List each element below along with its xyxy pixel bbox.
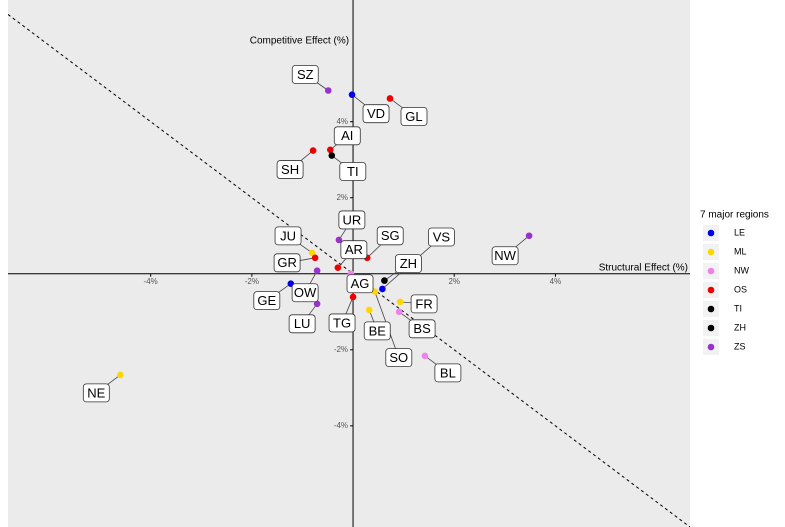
point <box>395 308 403 316</box>
label-box <box>253 291 281 311</box>
point-label: JU <box>280 228 296 243</box>
point-label: VS <box>433 229 451 244</box>
point <box>379 285 386 293</box>
label-box <box>385 348 413 368</box>
label-box <box>346 274 374 294</box>
point-label: AG <box>351 276 370 291</box>
y-tick-label: -2% <box>334 345 348 354</box>
label-box <box>400 107 428 126</box>
legend-marker <box>707 229 715 237</box>
legend-label: ZH <box>734 322 746 332</box>
label-box <box>291 283 319 303</box>
label-box <box>491 246 519 266</box>
point-label: UR <box>342 212 361 227</box>
label-box <box>333 126 361 146</box>
point-label: BE <box>369 323 387 338</box>
point <box>334 264 342 271</box>
label-box <box>434 363 462 383</box>
point-label: GR <box>277 255 297 270</box>
y-tick-label: 4% <box>336 117 348 126</box>
point <box>313 300 321 308</box>
x-tick-label: 2% <box>448 277 460 286</box>
point-label: LU <box>294 316 311 331</box>
point-label: BS <box>413 321 431 336</box>
reference-line <box>8 14 690 527</box>
label-box <box>376 226 404 246</box>
legend-label: TI <box>734 303 742 313</box>
y-tick-label: -4% <box>334 421 348 430</box>
point <box>335 236 343 244</box>
point <box>324 87 332 94</box>
legend-label: ZS <box>734 341 746 351</box>
label-box <box>395 254 422 274</box>
point-label: VD <box>367 106 385 121</box>
point-label: OW <box>294 285 317 300</box>
point-label: NE <box>87 385 105 400</box>
plot-panel <box>8 0 690 527</box>
point <box>313 267 321 275</box>
label-box <box>288 314 316 334</box>
label-box <box>339 162 367 181</box>
point-label: TG <box>333 315 351 330</box>
label-box <box>410 294 438 314</box>
point <box>525 232 533 240</box>
point-label: BL <box>440 365 456 380</box>
point-label: AI <box>341 128 353 143</box>
point-label: NW <box>494 248 516 263</box>
x-tick-label: -2% <box>245 277 259 286</box>
x-tick-label: 4% <box>550 277 562 286</box>
point <box>328 152 336 159</box>
legend-label: OS <box>734 284 747 294</box>
point-label: SH <box>281 162 299 177</box>
point-label: GL <box>405 109 422 124</box>
legend-label: LE <box>734 227 745 237</box>
point <box>308 249 316 257</box>
label-box <box>338 210 366 230</box>
point <box>349 293 357 301</box>
label-box <box>408 319 436 339</box>
label-box <box>291 65 319 84</box>
label-box <box>363 321 391 341</box>
x-tick-label: -4% <box>144 277 158 286</box>
legend-marker <box>707 324 715 332</box>
legend-marker <box>707 343 715 351</box>
point <box>381 277 388 284</box>
legend-marker <box>707 248 715 256</box>
legend-marker <box>707 286 715 294</box>
label-box <box>276 160 304 179</box>
legend-label: ML <box>734 246 747 256</box>
label-box <box>328 313 356 333</box>
label-box <box>362 104 390 124</box>
point <box>311 254 319 262</box>
point-label: SG <box>381 228 400 243</box>
point-label: TI <box>347 164 359 179</box>
point <box>326 146 334 154</box>
legend-marker <box>707 305 715 313</box>
label-box <box>273 253 301 273</box>
point-label: ZH <box>400 256 417 271</box>
point <box>117 371 124 379</box>
point-label: SZ <box>297 67 314 82</box>
point <box>365 306 373 314</box>
y-axis-title: Competitive Effect (%) <box>250 36 349 47</box>
y-tick-label: 2% <box>336 193 348 202</box>
point <box>348 91 356 98</box>
legend-label: NW <box>734 265 749 275</box>
point <box>421 352 429 360</box>
legend-marker <box>707 267 715 275</box>
point-label: FR <box>415 296 432 311</box>
x-axis-title: Structural Effect (%) <box>599 262 688 273</box>
point-label: AR <box>345 242 363 257</box>
label-box <box>340 240 368 260</box>
point <box>386 95 394 102</box>
label-box <box>274 226 302 246</box>
point-label: GE <box>257 293 276 308</box>
label-box <box>427 227 455 247</box>
point-label: SO <box>389 350 408 365</box>
point <box>396 298 404 306</box>
label-box <box>82 383 110 403</box>
legend-title: 7 major regions <box>700 210 769 221</box>
point <box>309 147 317 154</box>
